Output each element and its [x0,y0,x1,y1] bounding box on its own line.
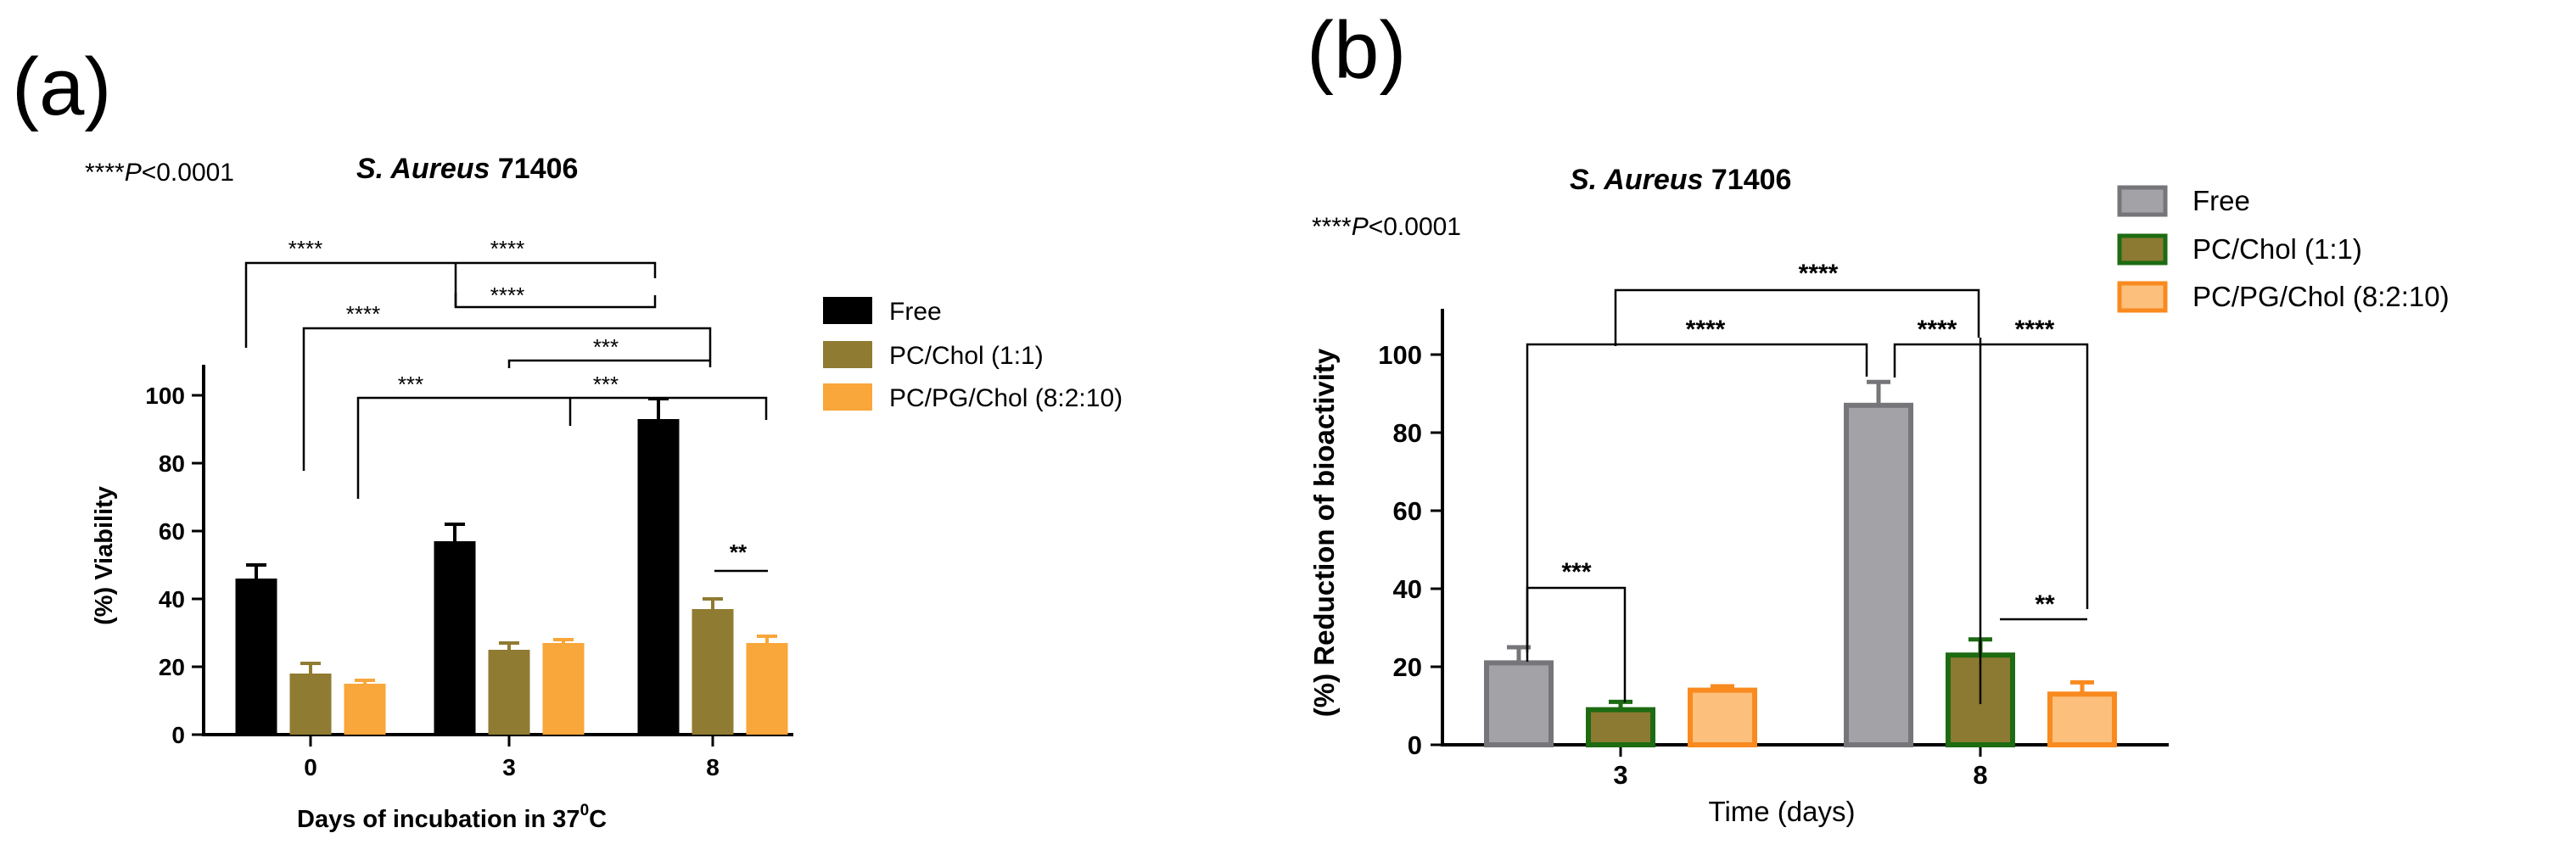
y-tick-label: 0 [171,722,185,748]
x-tick-label: 3 [502,754,516,780]
bar-a-pcchol-day-3 [488,650,530,735]
bar-b-free-day-8 [1844,402,1913,747]
sig-b-label-4: **** [2015,316,2055,344]
sig-b-1-bracket [1614,288,1980,346]
sig-a-label-5: *** [593,334,619,360]
legend-a-swatch-pcchol [823,341,872,368]
legend-a-swatch-free [823,297,872,324]
legend-a-label-pcchol: PC/Chol (1:1) [889,342,1044,370]
panel-b-bars [1484,379,2117,748]
panel-a-y-label: (%) Viability [91,486,118,625]
x-tick-label: 3 [1613,760,1627,790]
legend-a-swatch-pcpgchol [823,383,872,411]
bar-b-pcpgchol-day-3 [1688,687,1757,747]
y-tick-label: 20 [159,654,185,680]
panel-a-label: (a) [12,42,111,132]
bar-a-pcchol-day-8 [692,609,734,735]
bar-a-free-day-0 [235,579,277,735]
panel-b-label: (b) [1307,5,1406,96]
y-tick-label: 40 [1393,574,1422,604]
sig-b-label-5: *** [1561,558,1591,586]
panel-a-p-note: ****P<0.0001 [85,159,234,187]
panel-a-x-label: Days of incubation in 370C [297,802,607,833]
panel-b-y-label: (%) Reduction of bioactivity [1308,348,1340,717]
x-tick-label: 8 [1973,760,1987,790]
sig-b-label-1: **** [1799,260,1839,288]
panel-b-y-ticks: 0 20 40 60 80 100 [1378,340,1442,760]
panel-a-y-ticks: 0 20 40 60 80 100 [145,383,204,748]
bar-b-free-day-3 [1484,660,1554,748]
legend-b-swatch-pcpgchol [2117,281,2168,313]
sig-a-3-bracket [302,327,712,471]
sig-a-label-7: *** [593,372,619,397]
sig-b-label-3: **** [1918,316,1957,344]
y-tick-label: 80 [159,450,185,477]
legend-b-label-free: Free [2192,185,2250,216]
sig-b-label-6: ** [2035,590,2055,618]
panel-a-legend: Free PC/Chol (1:1) PC/PG/Chol (8:2:10) [823,297,1123,412]
sig-a-4-bracket [507,359,710,368]
y-tick-label: 60 [1393,496,1422,526]
y-tick-label: 0 [1408,730,1422,760]
panel-b-significance [1526,288,2089,704]
bar-b-pcpgchol-day-8 [2047,691,2117,748]
panel-a-bars [235,397,788,735]
x-tick-label: 8 [706,754,720,780]
panel-a-significance [244,261,768,573]
y-tick-label: 60 [159,518,185,545]
sig-a-1-bracket [244,261,657,348]
legend-a-label-pcpgchol: PC/PG/Chol (8:2:10) [889,384,1123,412]
panel-b-legend: Free PC/Chol (1:1) PC/PG/Chol (8:2:10) [2117,185,2450,313]
x-tick-label: 0 [304,754,317,780]
bar-a-pcpgchol-day-0 [344,684,386,735]
panel-b-title: S. Aureus 71406 [1570,164,1791,196]
sig-a-label-2: **** [490,236,524,261]
y-tick-label: 20 [1393,652,1422,682]
panel-b-x-label: Time (days) [1709,796,1856,827]
sig-b-2-bracket [1526,343,1868,662]
bar-a-pcchol-day-0 [289,674,332,735]
panel-b-significance-labels: **** **** **** **** *** ** [1561,260,2055,618]
panel-a: (a) ****P<0.0001 S. Aureus 71406 0 20 40 60… [12,42,1123,833]
legend-b-label-pcpgchol: PC/PG/Chol (8:2:10) [2192,281,2450,312]
sig-a-label-1: **** [288,236,322,261]
legend-b-swatch-pcchol [2117,233,2168,266]
sig-a-5-bracket [356,396,768,499]
sig-b-5-bracket [1526,586,1627,702]
legend-b-label-pcchol: PC/Chol (1:1) [2192,233,2362,265]
sig-b-3-bracket [1893,343,2089,609]
sig-a-2-bracket [454,263,657,309]
bar-a-free-day-3 [434,541,476,735]
y-tick-label: 100 [145,383,185,409]
bar-b-pcchol-day-3 [1586,707,1655,747]
sig-a-label-8: ** [730,540,748,565]
y-tick-label: 40 [159,586,185,612]
y-tick-label: 100 [1378,340,1422,370]
bar-a-pcpgchol-day-8 [746,643,788,735]
panel-a-title: S. Aureus 71406 [356,153,578,185]
panel-a-significance-labels: **** **** **** **** *** *** *** ** [288,236,748,565]
legend-a-label-free: Free [889,298,942,326]
sig-a-label-6: *** [398,372,423,397]
y-tick-label: 80 [1393,418,1422,448]
panel-a-x-ticks: 0 3 8 [304,735,720,780]
legend-b-swatch-free [2117,185,2168,217]
bar-a-pcpgchol-day-3 [542,643,585,735]
bar-a-free-day-8 [637,419,680,735]
panel-b-p-note: ****P<0.0001 [1312,213,1461,241]
panel-a-plot: 0 20 40 60 80 100 0 3 8 [145,365,793,780]
sig-a-label-3: **** [490,282,524,308]
sig-a-label-4: **** [346,301,380,327]
sig-b-label-2: **** [1686,316,1726,344]
panel-b: (b) S. Aureus 71406 ****P<0.0001 0 20 40 60… [1307,5,2450,827]
